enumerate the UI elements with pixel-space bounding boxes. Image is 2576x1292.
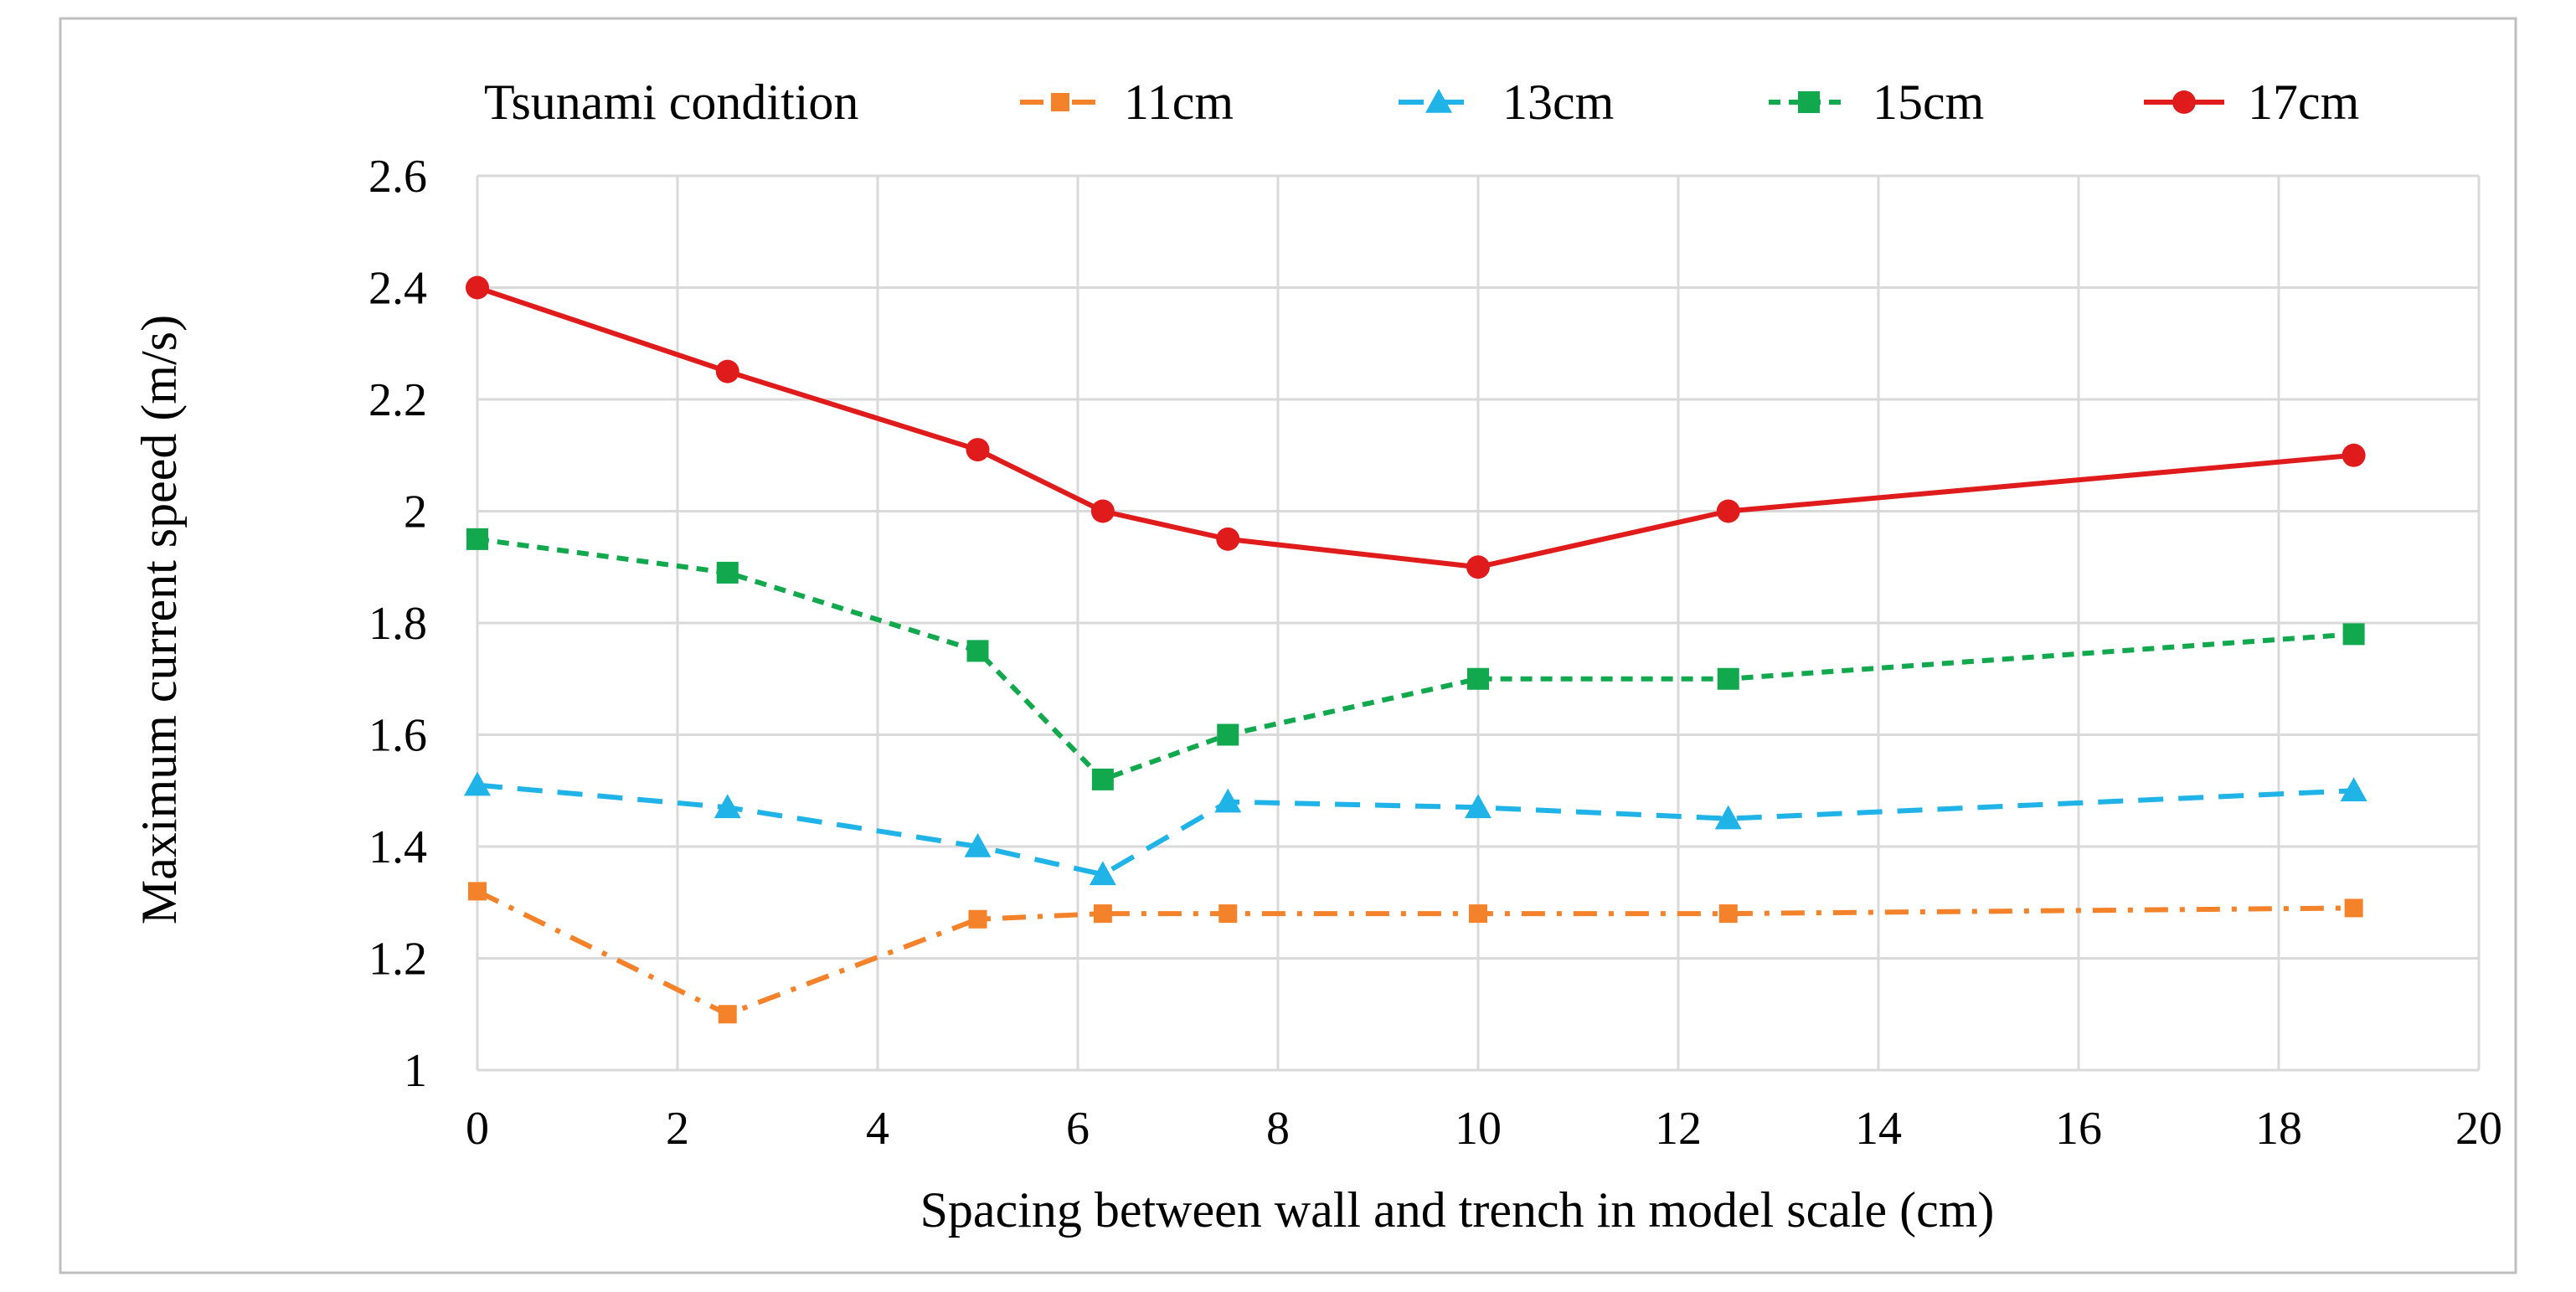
data-point-15cm (1091, 768, 1114, 790)
x-tick-label: 18 (2255, 1103, 2302, 1155)
data-point-15cm (966, 640, 989, 662)
x-tick-label: 10 (1455, 1103, 1502, 1155)
data-point-15cm (1467, 667, 1489, 690)
data-point-11cm (2344, 898, 2363, 918)
x-tick-label: 0 (466, 1103, 489, 1155)
data-point-13cm (1214, 788, 1242, 813)
data-point-15cm (716, 561, 739, 584)
data-point-13cm (1089, 861, 1116, 886)
data-point-13cm (964, 833, 992, 857)
data-point-17cm (966, 438, 990, 462)
series-layer (464, 275, 2367, 1024)
legend-label-11cm: 11cm (1124, 75, 1234, 130)
data-point-17cm (1716, 499, 1740, 523)
x-tick-label: 20 (2455, 1103, 2502, 1155)
y-tick-label: 1.4 (368, 821, 427, 873)
series-line-13cm (477, 782, 2354, 878)
x-tick-label: 2 (666, 1103, 689, 1155)
y-tick-label: 2 (404, 486, 427, 538)
data-point-11cm (1093, 904, 1112, 924)
y-tick-label: 1 (404, 1045, 427, 1097)
data-point-17cm (2342, 443, 2366, 467)
y-tick-label: 2.6 (368, 151, 427, 203)
series-line-11cm (476, 888, 2354, 1017)
legend-marker-13cm (1425, 89, 1452, 113)
data-point-15cm (466, 528, 488, 550)
x-tick-label: 14 (1855, 1103, 1902, 1155)
data-point-17cm (466, 275, 489, 300)
data-point-13cm (464, 771, 491, 796)
data-point-17cm (1090, 499, 1115, 523)
y-tick-label: 2.4 (368, 263, 427, 315)
data-point-11cm (718, 1005, 737, 1024)
grid (476, 174, 2481, 1072)
series-line-17cm (477, 285, 2354, 570)
legend-marker-15cm (1798, 91, 1820, 113)
x-tick-label: 16 (2055, 1103, 2102, 1155)
legend: Tsunami condition 11cm 13cm 15cm 17cm (484, 75, 2359, 130)
data-point-15cm (1717, 667, 1739, 690)
data-point-15cm (1217, 723, 1239, 746)
x-tick-label: 12 (1655, 1103, 1702, 1155)
legend-label-15cm: 15cm (1873, 75, 1984, 130)
data-point-13cm (1714, 805, 1742, 830)
y-axis-title: Maximum current speed (m/s) (131, 315, 187, 924)
legend-label-13cm: 13cm (1502, 75, 1614, 130)
x-tick-label: 8 (1266, 1103, 1290, 1155)
data-point-13cm (2340, 777, 2367, 802)
data-point-17cm (715, 359, 739, 383)
y-tick-label: 1.8 (368, 598, 427, 650)
series-line-15cm (477, 536, 2354, 782)
data-point-11cm (1218, 904, 1238, 924)
x-tick-label: 4 (866, 1103, 889, 1155)
data-point-11cm (968, 909, 987, 929)
y-tick-label: 1.6 (368, 710, 427, 762)
legend-marker-11cm (1051, 93, 1069, 111)
data-point-11cm (1718, 904, 1738, 924)
data-point-13cm (714, 794, 741, 819)
y-tick-label: 2.2 (368, 374, 427, 426)
y-tick-label: 1.2 (368, 934, 427, 986)
legend-title: Tsunami condition (484, 75, 858, 130)
legend-label-17cm: 17cm (2248, 75, 2359, 130)
data-point-11cm (1469, 904, 1487, 924)
x-axis-title: Spacing between wall and trench in model… (920, 1182, 1995, 1238)
axes: 0 2 4 6 8 10 12 14 16 18 20 1 1.2 1.4 1.6 1.8 2 2.2 2.4 2.6 (368, 151, 2502, 1155)
data-point-17cm (1216, 527, 1240, 551)
legend-marker-17cm (2172, 90, 2196, 114)
data-point-15cm (2342, 623, 2365, 646)
data-point-17cm (1466, 555, 1490, 579)
chart-border (59, 17, 2517, 1274)
x-tick-label: 6 (1066, 1103, 1090, 1155)
data-point-13cm (1465, 794, 1492, 819)
data-point-11cm (468, 882, 487, 901)
